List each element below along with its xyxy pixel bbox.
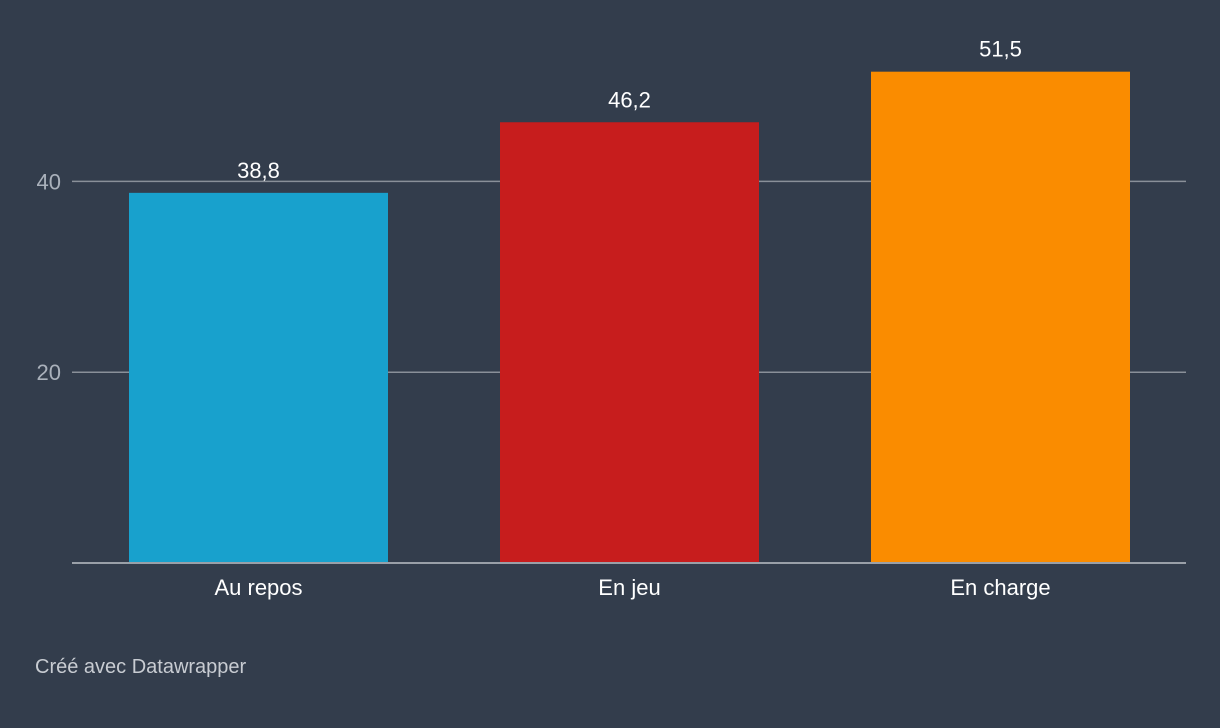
x-tick-label: Au repos [214, 575, 302, 600]
credit-text[interactable]: Créé avec Datawrapper [35, 656, 247, 678]
data-label: 38,8 [237, 158, 280, 183]
x-tick-label: En charge [950, 575, 1050, 600]
bar[interactable] [500, 122, 759, 563]
bar[interactable] [871, 71, 1130, 563]
y-tick-label: 40 [37, 169, 61, 194]
data-label: 46,2 [608, 87, 651, 112]
bar[interactable] [129, 192, 388, 563]
y-tick-label: 20 [37, 360, 61, 385]
data-label: 51,5 [979, 37, 1022, 62]
x-tick-label: En jeu [598, 575, 660, 600]
